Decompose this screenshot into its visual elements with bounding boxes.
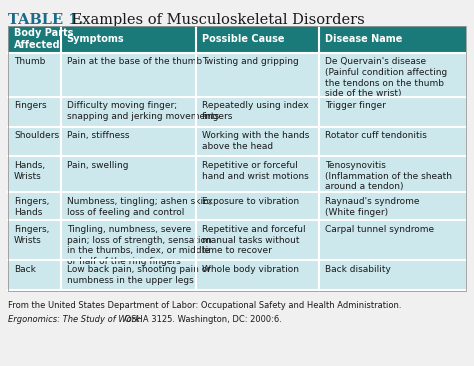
Bar (8, 52, 466, 97)
Bar (8, 127, 466, 157)
Bar (8, 261, 466, 291)
Bar (8, 97, 466, 127)
Text: Pain at the base of the thumb: Pain at the base of the thumb (67, 57, 202, 66)
Text: Repeatedly using index
fingers: Repeatedly using index fingers (202, 101, 309, 121)
Text: Shoulders: Shoulders (14, 131, 59, 140)
Text: From the United States Department of Labor: Occupational Safety and Health Admin: From the United States Department of Lab… (8, 300, 401, 310)
Text: Whole body vibration: Whole body vibration (202, 265, 299, 274)
Text: Twisting and gripping: Twisting and gripping (202, 57, 299, 66)
Text: Fingers,
Wrists: Fingers, Wrists (14, 225, 49, 245)
Text: Fingers,
Hands: Fingers, Hands (14, 197, 49, 217)
Text: Low back pain, shooting pain or
numbness in the upper legs: Low back pain, shooting pain or numbness… (67, 265, 210, 285)
Text: TABLE 1.: TABLE 1. (8, 13, 83, 27)
Text: Rotator cuff tendonitis: Rotator cuff tendonitis (326, 131, 428, 140)
Text: Tenosynovitis
(Inflammation of the sheath
around a tendon): Tenosynovitis (Inflammation of the sheat… (326, 161, 453, 191)
Text: Hands,
Wrists: Hands, Wrists (14, 161, 45, 181)
Text: Back: Back (14, 265, 36, 274)
Text: Ergonomics: The Study of Work.: Ergonomics: The Study of Work. (8, 314, 143, 324)
Bar (8, 26, 466, 291)
Text: Fingers: Fingers (14, 101, 46, 110)
Text: Working with the hands
above the head: Working with the hands above the head (202, 131, 309, 151)
Text: Possible Cause: Possible Cause (202, 34, 284, 44)
Text: Examples of Musculoskeletal Disorders: Examples of Musculoskeletal Disorders (67, 13, 365, 27)
Text: De Quervain's disease
(Painful condition affecting
the tendons on the thumb
side: De Quervain's disease (Painful condition… (326, 57, 447, 98)
Text: Raynaud's syndrome
(White finger): Raynaud's syndrome (White finger) (326, 197, 420, 217)
Text: Symptoms: Symptoms (67, 34, 124, 44)
Text: OSHA 3125. Washington, DC: 2000:6.: OSHA 3125. Washington, DC: 2000:6. (122, 314, 282, 324)
Text: Exposure to vibration: Exposure to vibration (202, 197, 299, 206)
Bar (8, 157, 466, 193)
Text: Thumb: Thumb (14, 57, 46, 66)
Text: Tingling, numbness, severe
pain; loss of strength, sensation
in the thumbs, inde: Tingling, numbness, severe pain; loss of… (67, 225, 211, 266)
Text: Repetitive or forceful
hand and wrist motions: Repetitive or forceful hand and wrist mo… (202, 161, 309, 181)
Text: Difficulty moving finger;
snapping and jerking movements: Difficulty moving finger; snapping and j… (67, 101, 219, 121)
Text: Disease Name: Disease Name (326, 34, 403, 44)
Bar (8, 26, 466, 52)
Text: Trigger finger: Trigger finger (326, 101, 386, 110)
Text: Repetitive and forceful
manual tasks without
time to recover: Repetitive and forceful manual tasks wit… (202, 225, 305, 255)
Text: Numbness, tingling; ashen skin;
loss of feeling and control: Numbness, tingling; ashen skin; loss of … (67, 197, 211, 217)
Text: Carpal tunnel syndrome: Carpal tunnel syndrome (326, 225, 435, 234)
Bar (8, 220, 466, 261)
Text: Pain, swelling: Pain, swelling (67, 161, 128, 170)
Text: Pain, stiffness: Pain, stiffness (67, 131, 129, 140)
Text: Body Parts
Affected: Body Parts Affected (14, 29, 73, 50)
Bar (8, 193, 466, 220)
Text: Back disability: Back disability (326, 265, 392, 274)
